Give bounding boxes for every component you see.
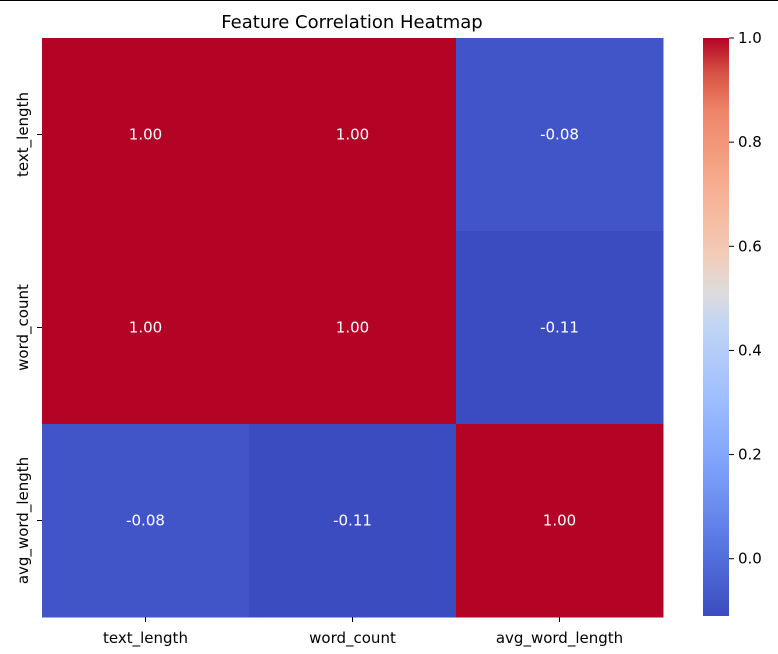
heatmap-cell	[249, 424, 457, 618]
x-tick-label: word_count	[309, 629, 396, 648]
colorbar-tick-label: 0.8	[738, 133, 762, 151]
cell-value-label: -0.11	[333, 512, 372, 530]
cell-value-label: 1.00	[336, 126, 369, 144]
heatmap-cells	[42, 38, 664, 618]
heatmap-cell	[42, 231, 250, 425]
y-axis: text_length word_count avg_word_length	[14, 92, 42, 584]
colorbar: 0.0 0.2 0.4 0.6 0.8 1.0	[703, 29, 762, 616]
x-tick-label: text_length	[103, 629, 188, 648]
heatmap-cell	[249, 38, 457, 232]
heatmap-cell-labels: 1.00 1.00 -0.08 1.00 1.00 -0.11 -0.08 -0.11 1.00	[126, 126, 579, 530]
colorbar-tick-label: 1.0	[738, 29, 762, 47]
colorbar-tick-label: 0.2	[738, 446, 762, 464]
top-border	[0, 0, 778, 1]
cell-value-label: -0.08	[126, 512, 165, 530]
heatmap-cell	[42, 424, 250, 618]
y-tick-label: avg_word_length	[14, 457, 33, 584]
heatmap-cell	[456, 424, 664, 618]
cell-value-label: 1.00	[129, 319, 162, 337]
x-axis: text_length word_count avg_word_length	[103, 617, 623, 648]
colorbar-tick-label: 0.6	[738, 237, 762, 255]
colorbar-gradient	[703, 38, 729, 616]
x-tick-label: avg_word_length	[496, 629, 623, 648]
y-tick-label: text_length	[14, 92, 33, 177]
cell-value-label: 1.00	[336, 319, 369, 337]
chart-title: Feature Correlation Heatmap	[221, 12, 482, 33]
heatmap-cell	[42, 38, 250, 232]
cell-value-label: 1.00	[129, 126, 162, 144]
cell-value-label: -0.11	[540, 319, 579, 337]
cell-value-label: 1.00	[543, 512, 576, 530]
y-tick-label: word_count	[14, 284, 33, 371]
heatmap-cell	[456, 231, 664, 425]
heatmap-cell	[456, 38, 664, 232]
cell-value-label: -0.08	[540, 126, 579, 144]
colorbar-ticks: 0.0 0.2 0.4 0.6 0.8 1.0	[729, 29, 762, 568]
colorbar-tick-label: 0.4	[738, 341, 762, 359]
heatmap-cell	[249, 231, 457, 425]
colorbar-tick-label: 0.0	[738, 550, 762, 568]
